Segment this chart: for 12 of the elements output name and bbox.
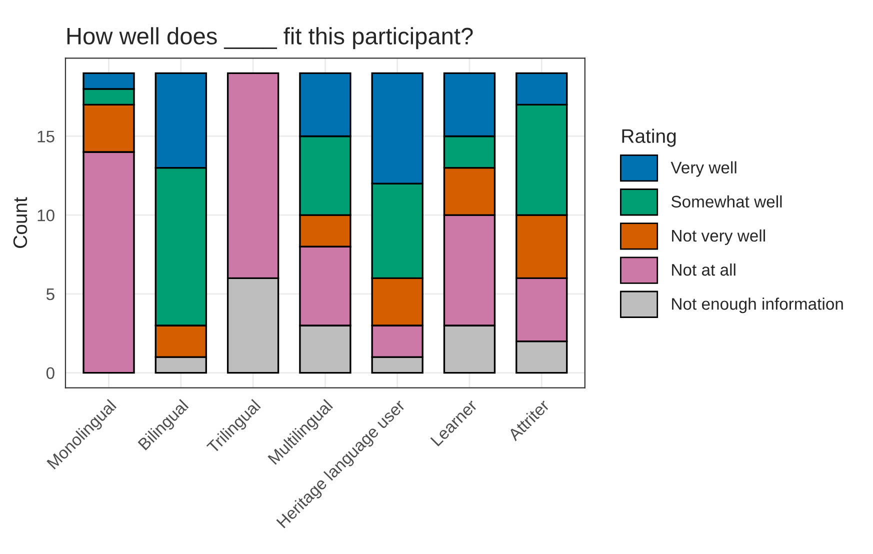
legend-label: Somewhat well [671, 195, 782, 208]
legend-label: Very well [670, 161, 736, 177]
chart-title: How well does ____ fit this participant? [67, 27, 473, 50]
legend-label: Not at all [672, 264, 736, 276]
y-tick-label: 0 [46, 367, 54, 380]
y-tick-label: 10 [38, 210, 54, 222]
legend-label: Not enough information [672, 298, 843, 314]
y-tick-label: 15 [38, 130, 54, 142]
legend-label: Not very well [672, 229, 765, 245]
y-axis-title: Count [13, 197, 28, 248]
legend-title: Rating [622, 128, 676, 147]
y-tick-label: 5 [46, 288, 54, 300]
